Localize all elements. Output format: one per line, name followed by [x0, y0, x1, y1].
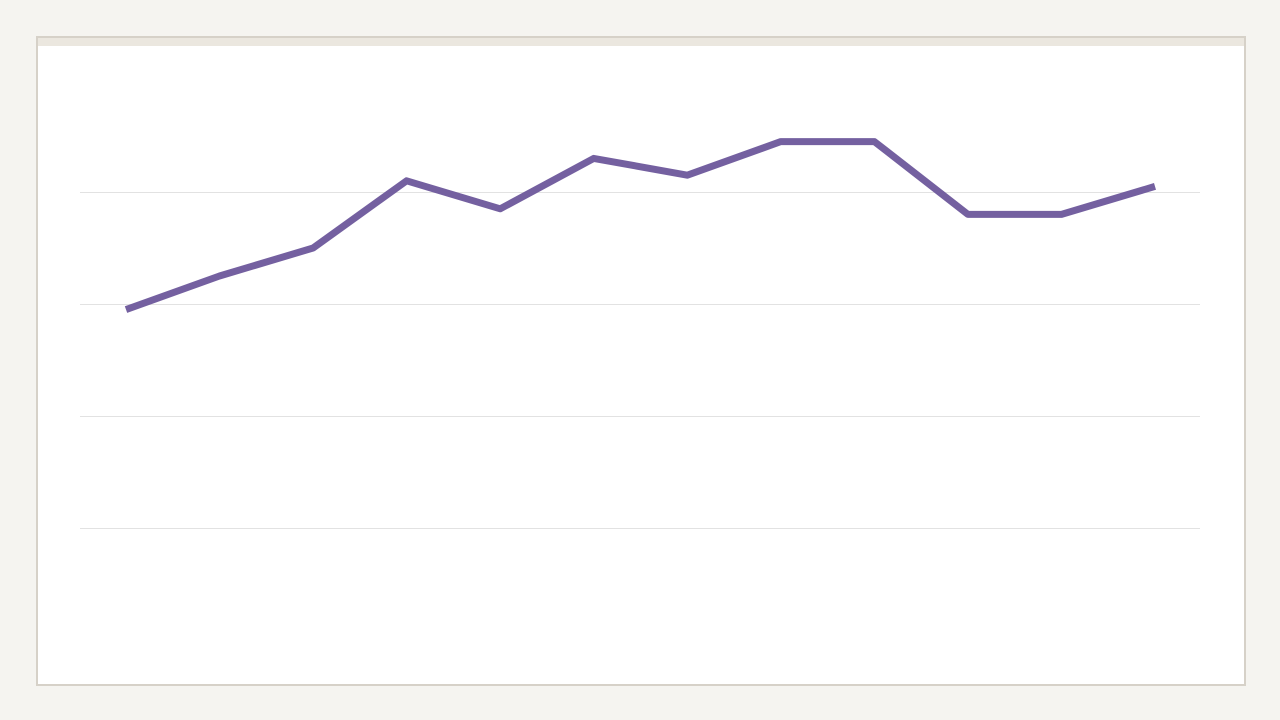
data-point: [965, 211, 971, 217]
chart-card: [36, 36, 1246, 686]
data-point: [217, 273, 223, 279]
series-line: [124, 138, 1157, 313]
data-point: [591, 155, 597, 161]
data-point: [310, 245, 316, 251]
card-top-bar: [38, 38, 1244, 46]
data-point: [404, 178, 410, 184]
gridlines: [80, 192, 1200, 529]
data-point: [1152, 183, 1158, 189]
data-point: [778, 139, 784, 145]
data-point: [123, 307, 129, 313]
data-point: [1059, 211, 1065, 217]
data-point: [871, 139, 877, 145]
data-point: [684, 172, 690, 178]
data-point: [497, 206, 503, 212]
series-group: [123, 138, 1158, 313]
